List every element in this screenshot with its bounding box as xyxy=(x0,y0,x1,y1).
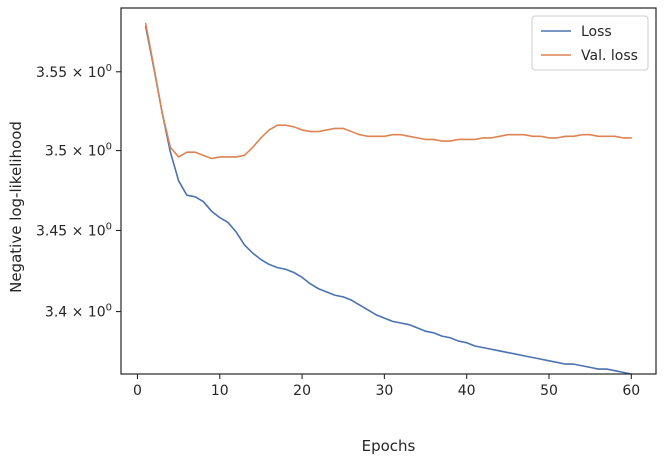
x-tick-label: 0 xyxy=(133,383,142,399)
x-tick-label: 10 xyxy=(211,383,229,399)
x-tick-label: 50 xyxy=(540,383,558,399)
series-line-loss xyxy=(144,25,633,375)
legend-label: Loss xyxy=(581,24,612,40)
plot-frame xyxy=(120,7,657,375)
y-tick-label: 3.45 × 100 xyxy=(36,221,112,239)
y-tick-label: 3.4 × 100 xyxy=(45,303,112,321)
y-tick-label: 3.55 × 100 xyxy=(36,63,112,81)
y-axis-ticks: 3.55 × 100 3.5 × 100 3.45 × 100 3.4 × 100 xyxy=(36,63,121,321)
legend-box xyxy=(531,15,649,71)
y-axis-label: Negative log-likelihood xyxy=(7,121,25,293)
x-tick-label: 20 xyxy=(293,383,311,399)
x-axis-ticks: 0 10 20 30 40 50 60 xyxy=(133,374,640,399)
x-axis-label: Epochs xyxy=(362,437,416,455)
x-tick-label: 60 xyxy=(622,383,640,399)
x-tick-label: 40 xyxy=(458,383,476,399)
legend: Loss Val. loss xyxy=(531,15,649,71)
legend-label: Val. loss xyxy=(581,48,638,64)
series-layer xyxy=(144,22,633,375)
series-line-val-loss xyxy=(144,22,633,160)
y-tick-label: 3.5 × 100 xyxy=(45,142,112,160)
x-tick-label: 30 xyxy=(375,383,393,399)
